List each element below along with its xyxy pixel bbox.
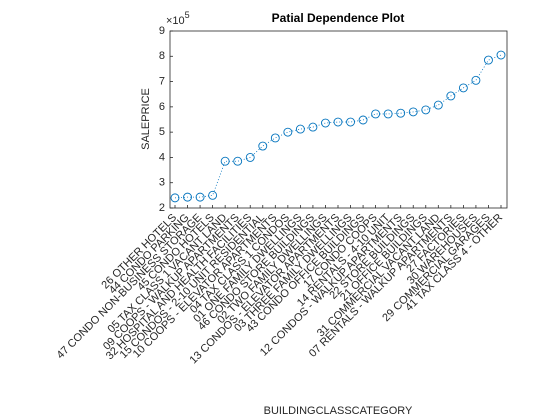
marker [170, 193, 180, 203]
marker [496, 50, 506, 60]
marker [484, 55, 493, 65]
marker [245, 152, 255, 162]
marker [421, 105, 431, 115]
multiplier-exponent: 5 [185, 10, 190, 20]
marker [195, 192, 205, 202]
marker [333, 117, 343, 127]
y-multiplier: ×105 [166, 10, 190, 27]
chart-title: Patial Dependence Plot [272, 11, 405, 25]
marker [446, 91, 456, 101]
marker [471, 75, 481, 85]
marker [258, 141, 268, 151]
marker [383, 109, 393, 119]
marker [183, 192, 192, 202]
marker [346, 117, 355, 127]
marker [321, 118, 330, 128]
y-tick-label: 9 [159, 25, 165, 37]
marker [358, 115, 368, 125]
y-tick-label: 6 [159, 101, 165, 113]
y-tick-label: 2 [159, 202, 165, 214]
marker [208, 190, 218, 200]
marker [458, 83, 468, 93]
y-tick-label: 3 [159, 177, 165, 189]
multiplier-base: ×10 [166, 15, 185, 27]
y-tick-label: 8 [159, 50, 165, 62]
marker [233, 156, 243, 166]
x-axis-label: BUILDINGCLASSCATEGORY [264, 405, 413, 417]
marker [408, 107, 418, 117]
y-axis-label: SALEPRICE [140, 88, 152, 150]
marker [220, 156, 230, 166]
y-tick-label: 4 [159, 151, 165, 163]
marker [433, 100, 443, 110]
marker [396, 108, 406, 118]
marker [308, 122, 318, 132]
marker [295, 124, 305, 134]
y-tick-label: 5 [159, 126, 165, 138]
axes-box [169, 30, 508, 209]
marker [371, 109, 381, 119]
y-tick-label: 7 [159, 75, 165, 87]
marker [283, 127, 293, 137]
marker [270, 133, 280, 143]
